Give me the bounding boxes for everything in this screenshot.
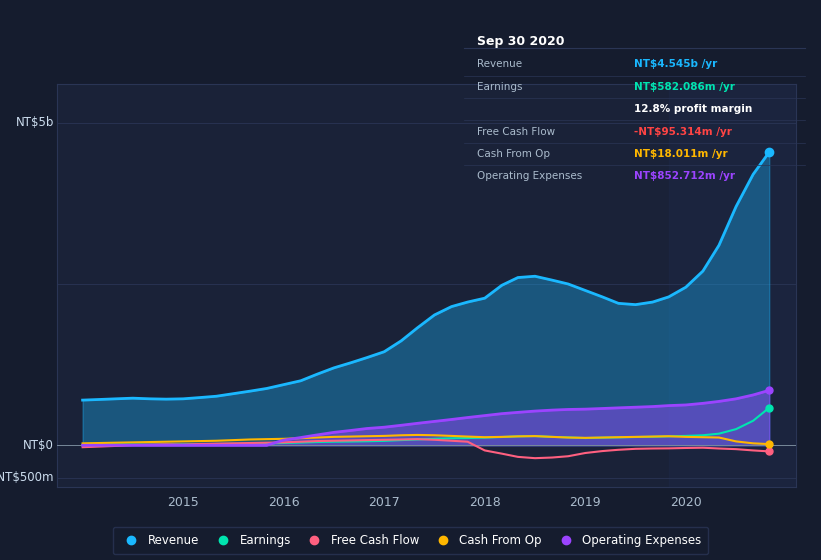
Legend: Revenue, Earnings, Free Cash Flow, Cash From Op, Operating Expenses: Revenue, Earnings, Free Cash Flow, Cash … bbox=[112, 527, 709, 554]
Text: Cash From Op: Cash From Op bbox=[478, 149, 551, 159]
Text: Operating Expenses: Operating Expenses bbox=[478, 171, 583, 181]
Text: Revenue: Revenue bbox=[478, 59, 523, 69]
Text: NT$852.712m /yr: NT$852.712m /yr bbox=[635, 171, 736, 181]
Text: NT$582.086m /yr: NT$582.086m /yr bbox=[635, 82, 735, 92]
Bar bbox=[668, 84, 796, 487]
Text: NT$18.011m /yr: NT$18.011m /yr bbox=[635, 149, 728, 159]
Text: -NT$500m: -NT$500m bbox=[0, 471, 54, 484]
Text: 12.8% profit margin: 12.8% profit margin bbox=[635, 104, 753, 114]
Text: NT$4.545b /yr: NT$4.545b /yr bbox=[635, 59, 718, 69]
Text: NT$5b: NT$5b bbox=[16, 116, 54, 129]
Text: Free Cash Flow: Free Cash Flow bbox=[478, 127, 556, 137]
Text: -NT$95.314m /yr: -NT$95.314m /yr bbox=[635, 127, 732, 137]
Text: Earnings: Earnings bbox=[478, 82, 523, 92]
Text: NT$0: NT$0 bbox=[23, 439, 54, 452]
Text: Sep 30 2020: Sep 30 2020 bbox=[478, 35, 565, 48]
